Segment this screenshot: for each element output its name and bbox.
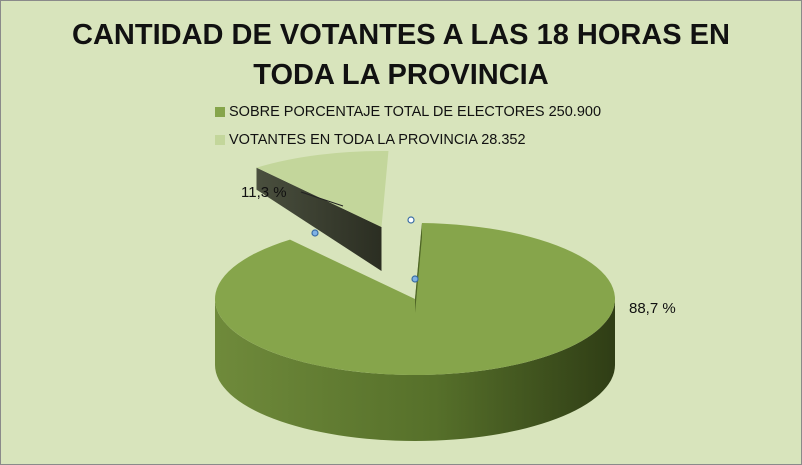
selection-handle-left[interactable] xyxy=(311,229,319,237)
legend-swatch-electores xyxy=(215,107,225,117)
legend: SOBRE PORCENTAJE TOTAL DE ELECTORES 250.… xyxy=(215,101,601,157)
legend-item-electores: SOBRE PORCENTAJE TOTAL DE ELECTORES 250.… xyxy=(215,101,601,123)
selection-handle-top[interactable] xyxy=(407,216,415,224)
legend-swatch-votantes xyxy=(215,135,225,145)
pie-slice-edge-electores xyxy=(415,223,422,313)
pie-slice-electores xyxy=(214,223,615,376)
pie-slice-side-electores xyxy=(215,299,615,441)
legend-item-votantes: VOTANTES EN TODA LA PROVINCIA 28.352 xyxy=(215,129,601,151)
data-label-electores: 88,7 % xyxy=(629,300,676,317)
data-label-votantes: 11,3 % xyxy=(241,184,287,201)
pie-slice-votantes xyxy=(256,151,389,227)
selection-handle-center[interactable] xyxy=(411,275,419,283)
pie-slice-side-votantes xyxy=(256,167,382,271)
chart-title-line-2: TODA LA PROVINCIA xyxy=(253,59,549,91)
chart-title: CANTIDAD DE VOTANTES A LAS 18 HORAS EN T… xyxy=(1,15,801,95)
legend-label-electores: SOBRE PORCENTAJE TOTAL DE ELECTORES 250.… xyxy=(229,104,602,120)
leader-line-votantes xyxy=(300,191,344,207)
chart-title-line-1: CANTIDAD DE VOTANTES A LAS 18 HORAS EN xyxy=(72,19,730,51)
legend-label-votantes: VOTANTES EN TODA LA PROVINCIA 28.352 xyxy=(229,132,526,148)
